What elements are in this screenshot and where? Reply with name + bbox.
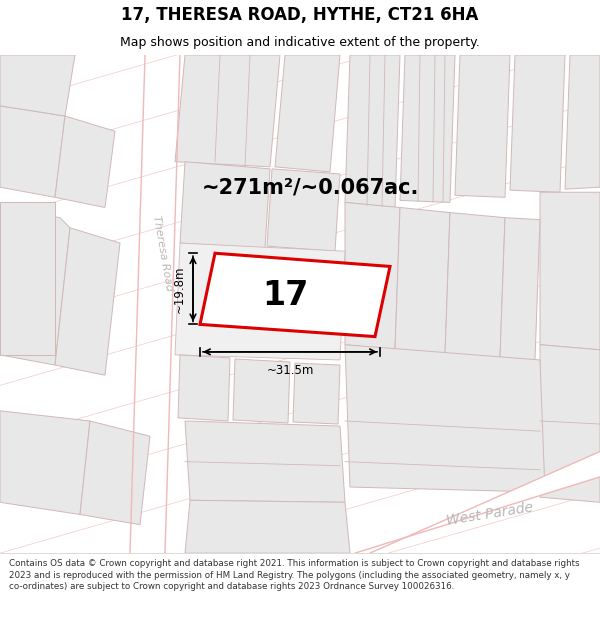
Polygon shape (185, 421, 345, 502)
Polygon shape (267, 169, 340, 251)
Polygon shape (540, 192, 600, 350)
Polygon shape (233, 359, 290, 423)
Polygon shape (540, 345, 600, 503)
Text: 17, THERESA ROAD, HYTHE, CT21 6HA: 17, THERESA ROAD, HYTHE, CT21 6HA (121, 6, 479, 24)
Text: ~31.5m: ~31.5m (266, 364, 314, 377)
Polygon shape (355, 451, 600, 553)
Polygon shape (0, 106, 65, 198)
Polygon shape (565, 55, 600, 189)
Polygon shape (275, 55, 340, 172)
Text: Map shows position and indicative extent of the property.: Map shows position and indicative extent… (120, 36, 480, 49)
Polygon shape (175, 243, 345, 360)
Polygon shape (510, 55, 565, 192)
Text: Theresa Road: Theresa Road (151, 214, 175, 292)
Polygon shape (130, 55, 180, 553)
Polygon shape (395, 208, 450, 355)
Polygon shape (175, 55, 280, 167)
Polygon shape (80, 421, 150, 524)
Polygon shape (0, 411, 90, 514)
Polygon shape (0, 55, 180, 553)
Polygon shape (0, 208, 70, 365)
Polygon shape (345, 202, 400, 350)
Polygon shape (185, 500, 350, 553)
Polygon shape (0, 55, 75, 116)
Text: ~271m²/~0.067ac.: ~271m²/~0.067ac. (202, 177, 419, 197)
Polygon shape (200, 253, 390, 337)
Polygon shape (345, 345, 545, 492)
Polygon shape (178, 355, 230, 421)
Polygon shape (180, 162, 270, 248)
Polygon shape (445, 213, 505, 358)
Polygon shape (500, 217, 540, 360)
Polygon shape (400, 55, 455, 202)
Polygon shape (293, 363, 340, 424)
Text: 17: 17 (262, 279, 308, 312)
Polygon shape (455, 55, 510, 198)
Polygon shape (55, 116, 115, 208)
Text: Contains OS data © Crown copyright and database right 2021. This information is : Contains OS data © Crown copyright and d… (9, 559, 580, 591)
Bar (0, 202, 55, 355)
Polygon shape (55, 228, 120, 375)
Text: ~19.8m: ~19.8m (173, 265, 185, 312)
Polygon shape (345, 55, 400, 208)
Text: West Parade: West Parade (446, 501, 535, 528)
